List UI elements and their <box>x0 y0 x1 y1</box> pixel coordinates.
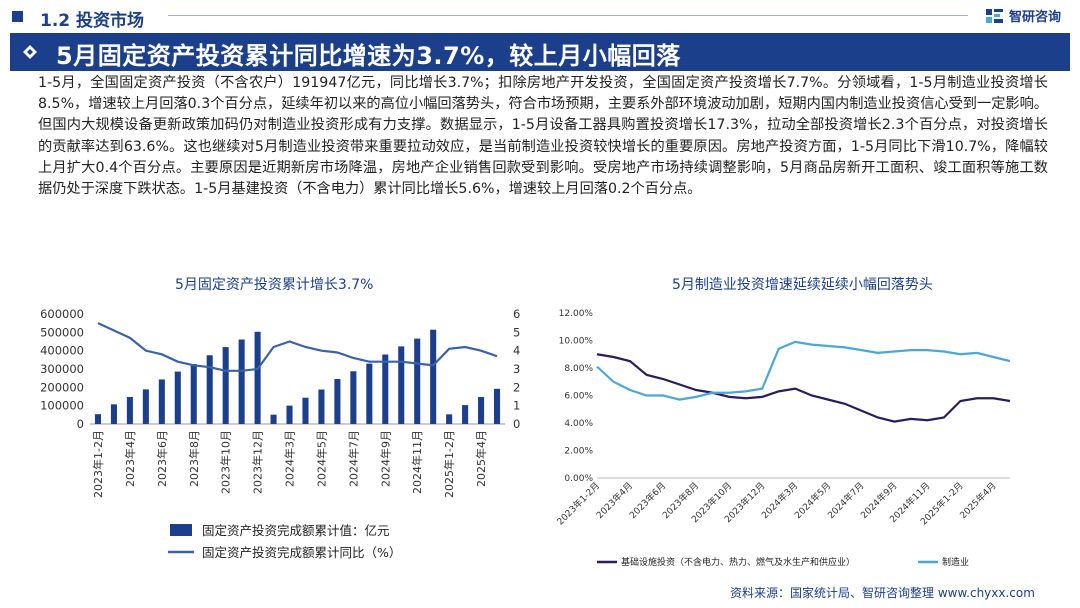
line-series-infrastructure <box>596 353 1011 423</box>
brand-icon <box>986 8 1003 23</box>
header-divider <box>168 15 968 16</box>
y-tick-label: 12.00% <box>559 309 594 319</box>
bar <box>366 363 373 424</box>
top-bar: 1.2 投资市场 智研咨询 <box>0 0 1080 32</box>
banner-title: 5月固定资产投资累计同比增速为3.7%，较上月小幅回落 <box>56 42 681 70</box>
y-right-tick-label: 4 <box>513 344 520 358</box>
brand-logo[interactable]: 智研咨询 <box>985 6 1061 25</box>
x-tick-label: 2023年12月 <box>251 430 265 494</box>
x-tick-label: 2023年6月 <box>155 430 169 487</box>
y-left-tick-label: 0 <box>77 417 84 431</box>
bar <box>318 389 325 424</box>
legend-mfg-label: 制造业 <box>942 556 969 568</box>
y-right-tick-label: 3 <box>513 362 520 376</box>
bar <box>142 389 149 424</box>
x-tick-label: 2023年1-2月 <box>554 480 602 528</box>
x-tick-label: 2023年10月 <box>219 430 233 494</box>
bar <box>254 331 261 424</box>
chart-manufacturing-investment: 0.00% 2.00% 4.00% 6.00% 8.00% 10.00% 12.00% 202… <box>554 309 1011 568</box>
legend-line-label: 固定资产投资完成额累计同比（%） <box>202 545 401 560</box>
y-left-tick-label: 200000 <box>40 380 84 394</box>
legend-bar-swatch <box>170 524 192 536</box>
x-tick-label: 2025年1-2月 <box>442 430 456 498</box>
bar <box>158 379 165 424</box>
bar <box>126 396 133 424</box>
bar <box>462 405 469 424</box>
x-tick-label: 2024年11月 <box>410 430 424 494</box>
bar <box>286 405 293 424</box>
y-right-tick-label: 1 <box>513 399 520 413</box>
chart2-title: 5月制造业投资增速延续延续小幅回落势头 <box>672 277 933 293</box>
bar <box>302 397 309 424</box>
x-tick-label: 2025年4月 <box>474 430 488 487</box>
y-left-tick-label: 400000 <box>40 344 84 358</box>
x-tick-label: 2024年5月 <box>314 430 328 487</box>
bar <box>190 364 197 424</box>
x-tick-label: 2023年1-2月 <box>91 430 105 498</box>
y-right-tick-label: 2 <box>513 380 520 394</box>
body-paragraph: 1-5月，全国固定资产投资（不含农户）191947亿元，同比增长3.7%；扣除房… <box>38 75 1048 198</box>
chart-fixed-asset-investment: 0 100000 200000 300000 400000 500000 600000 0 1 2… <box>40 307 520 560</box>
source-footer: 资料来源：国家统计局、智研咨询整理 www.chyxx.com <box>730 586 1035 600</box>
bar <box>493 388 501 424</box>
bar <box>446 414 453 424</box>
section-label: 1.2 投资市场 <box>40 11 145 31</box>
y-left-tick-label: 100000 <box>40 399 84 413</box>
y-tick-label: 2.00% <box>564 447 593 457</box>
bar <box>222 347 229 424</box>
x-tick-label: 2024年9月 <box>378 430 392 487</box>
y-right-tick-label: 5 <box>513 325 520 339</box>
y-left-tick-label: 600000 <box>40 307 84 321</box>
bar <box>238 339 245 424</box>
y-tick-label: 0.00% <box>564 474 593 484</box>
brand-name: 智研咨询 <box>1009 10 1062 25</box>
bar <box>174 371 181 424</box>
legend-infra-label: 基础设施投资（不含电力、热力、燃气及水生产和供应业） <box>621 556 855 568</box>
bar <box>270 414 277 424</box>
bar <box>350 371 357 424</box>
bar <box>110 404 117 424</box>
x-tick-label: 2024年3月 <box>283 430 297 487</box>
bar <box>430 329 437 424</box>
y-tick-label: 8.00% <box>564 364 593 374</box>
bar <box>398 346 405 424</box>
section-marker <box>12 11 23 22</box>
bar <box>414 338 421 424</box>
y-tick-label: 10.00% <box>559 337 594 347</box>
line-series-manufacturing <box>596 340 1011 401</box>
line-series-yoy <box>97 322 498 372</box>
x-tick-label: 2023年4月 <box>123 430 137 487</box>
chart1-title: 5月固定资产投资累计增长3.7% <box>175 277 374 293</box>
bar <box>206 355 213 424</box>
bar <box>94 414 102 424</box>
bar <box>334 379 341 424</box>
legend-bar-label: 固定资产投资完成额累计值：亿元 <box>202 523 390 538</box>
y-right-tick-label: 6 <box>513 307 520 321</box>
x-tick-label: 2023年8月 <box>187 430 201 487</box>
title-banner: 5月固定资产投资累计同比增速为3.7%，较上月小幅回落 <box>10 33 1070 71</box>
y-tick-label: 4.00% <box>564 419 593 429</box>
y-tick-label: 6.00% <box>564 392 593 402</box>
diamond-icon <box>23 45 37 59</box>
y-right-tick-label: 0 <box>513 417 520 431</box>
x-tick-label: 2025年4月 <box>957 480 998 521</box>
y-left-tick-label: 300000 <box>40 362 84 376</box>
x-tick-label: 2024年7月 <box>346 430 360 487</box>
bar <box>478 397 485 424</box>
y-left-tick-label: 500000 <box>40 325 84 339</box>
bar <box>382 354 389 424</box>
